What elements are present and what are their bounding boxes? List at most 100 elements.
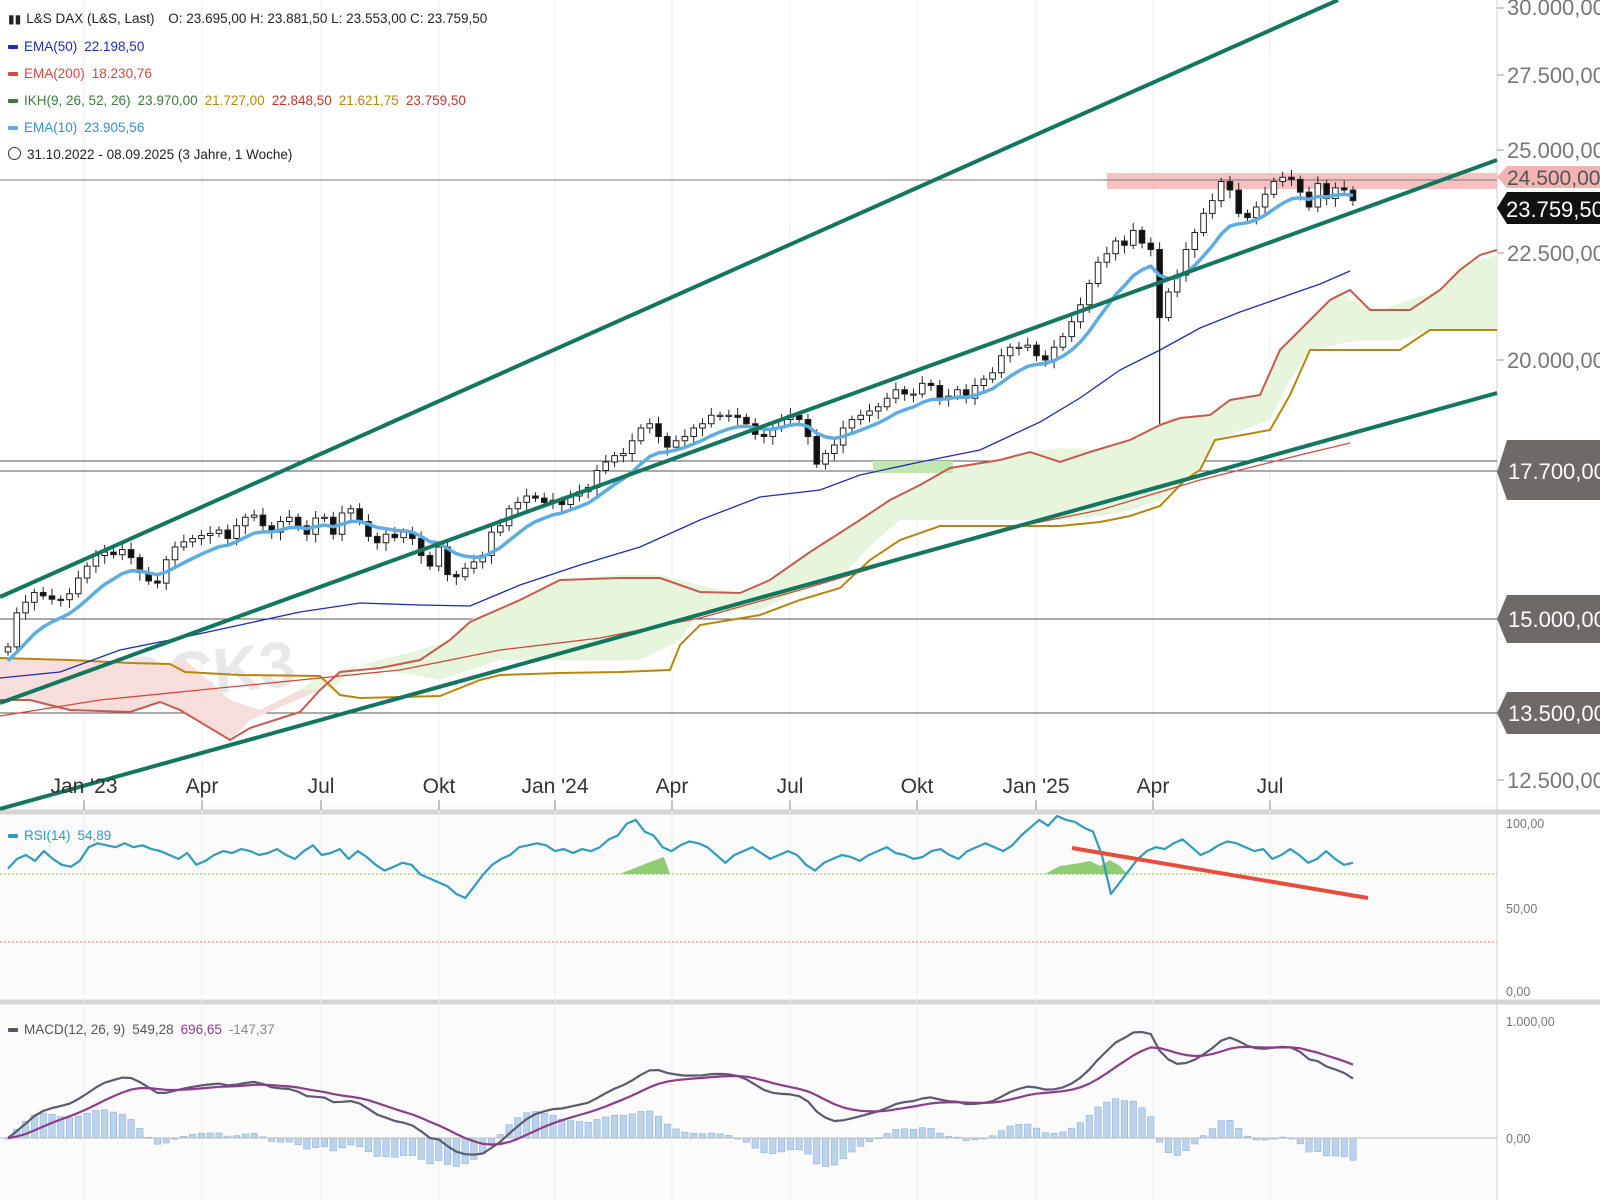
price-tick: 30.000,00 [1507, 0, 1600, 20]
macd-histogram-bar [206, 1132, 214, 1139]
candle-body [233, 525, 240, 539]
macd-histogram-bar [277, 1137, 285, 1143]
candle-body [435, 546, 443, 567]
ema10-value: 23.905,56 [84, 120, 145, 135]
macd-histogram-bar [1182, 1137, 1190, 1151]
channel-middle-line [0, 158, 1498, 705]
ichimoku-span-a [0, 249, 1498, 742]
candle-body [743, 416, 750, 425]
macd-histogram-bar [1085, 1114, 1093, 1139]
candle-body [901, 389, 908, 395]
time-label: Jul [308, 775, 335, 798]
ema10-label: EMA(10) [24, 120, 78, 135]
macd-histogram-bar [769, 1137, 777, 1154]
candle-body [998, 355, 1005, 374]
candle-body [848, 419, 856, 429]
time-label: Apr [186, 775, 219, 798]
macd-histogram-bar [672, 1128, 680, 1139]
macd-histogram-bar [408, 1137, 416, 1156]
macd-histogram-bar [681, 1131, 689, 1139]
price-tick: 27.500,00 [1507, 63, 1600, 88]
candle-body [391, 533, 399, 539]
candle-body [936, 385, 944, 399]
macd-histogram-bar [593, 1119, 601, 1139]
macd-histogram-bar [101, 1109, 109, 1139]
macd-signal-line [7, 1045, 1354, 1146]
candle-body [725, 414, 733, 417]
rsi-tick: 100,00 [1506, 817, 1544, 831]
candle-body [1147, 242, 1155, 250]
macd-histogram-bar [162, 1137, 170, 1144]
macd-histogram-bar [426, 1137, 434, 1165]
candle-body [1270, 181, 1278, 195]
time-label: Jul [1257, 775, 1284, 798]
macd-histogram-bar [619, 1115, 627, 1139]
macd-line [7, 1030, 1354, 1156]
macd-histogram-bar [241, 1133, 249, 1139]
candle-body [910, 393, 917, 396]
macd-histogram-bar [294, 1137, 302, 1146]
macd-histogram-bar [1217, 1120, 1225, 1139]
candle-body [1042, 355, 1049, 361]
candle-body [4, 646, 12, 653]
macd-histogram-bar [646, 1110, 654, 1139]
candle-body [760, 433, 768, 437]
candle-body [1129, 229, 1137, 246]
candle-body [672, 440, 680, 448]
candle-body [646, 423, 654, 429]
candle-body [532, 495, 539, 499]
candle-body [699, 423, 706, 429]
candle-body [1085, 283, 1093, 306]
candle-body [1006, 346, 1014, 357]
candle-body [1182, 249, 1190, 276]
macd-histogram-bar [742, 1137, 750, 1143]
macd-histogram-bar [1103, 1101, 1111, 1139]
candle-body [48, 595, 56, 600]
candle-body [110, 551, 117, 556]
candle-body [488, 531, 495, 556]
channel-upper-line [0, 0, 1339, 599]
candle-body [39, 591, 47, 597]
candle-body [224, 529, 232, 539]
macd-histogram-bar [461, 1137, 469, 1165]
macd-histogram-bar [760, 1137, 768, 1154]
macd-histogram-bar [48, 1113, 56, 1139]
candle-body [1068, 321, 1075, 338]
macd-histogram-bar [1112, 1098, 1120, 1139]
legend-ema50: EMA(50) 22.198,50 [8, 39, 144, 55]
ikh-value: 21.727,00 [204, 93, 265, 108]
ikh-value: 22.848,50 [271, 93, 332, 108]
candle-body [514, 501, 522, 510]
svg-text:24.500,00: 24.500,00 [1507, 167, 1600, 190]
candle-body [813, 436, 821, 465]
macd-histogram-bar [417, 1137, 425, 1160]
time-label: Apr [1137, 775, 1170, 798]
candle-body [365, 521, 372, 537]
candle-body [866, 410, 873, 416]
macd-tick: 0,00 [1506, 1132, 1530, 1146]
macd-histogram-bar [1208, 1128, 1216, 1139]
candle-body [523, 495, 530, 503]
macd-histogram-bar [356, 1137, 364, 1147]
candle-body [453, 574, 460, 578]
candle-body [250, 514, 258, 518]
ema10-line [6, 192, 1354, 663]
time-label: Apr [656, 775, 689, 798]
candle-body [927, 382, 935, 386]
legend-rsi: RSI(14) 54,89 [8, 828, 111, 844]
macd-histogram-bar [1059, 1131, 1067, 1139]
candle-body [31, 591, 38, 603]
candle-body [13, 612, 21, 648]
macd-histogram-bar [303, 1137, 311, 1150]
macd-histogram-bar [329, 1137, 337, 1152]
macd-histogram-bar [1076, 1122, 1084, 1139]
macd-histogram-bar [1164, 1137, 1172, 1153]
macd-value: 549,28 [132, 1022, 174, 1037]
ema200-line [0, 442, 1351, 717]
price-axis: 30.000,00 27.500,00 25.000,00 22.500,00 … [1497, 0, 1600, 793]
candle-body [1121, 240, 1128, 246]
macd-histogram-bar [778, 1137, 786, 1153]
macd-histogram-bar [795, 1137, 803, 1150]
macd-histogram-bar [751, 1137, 759, 1149]
